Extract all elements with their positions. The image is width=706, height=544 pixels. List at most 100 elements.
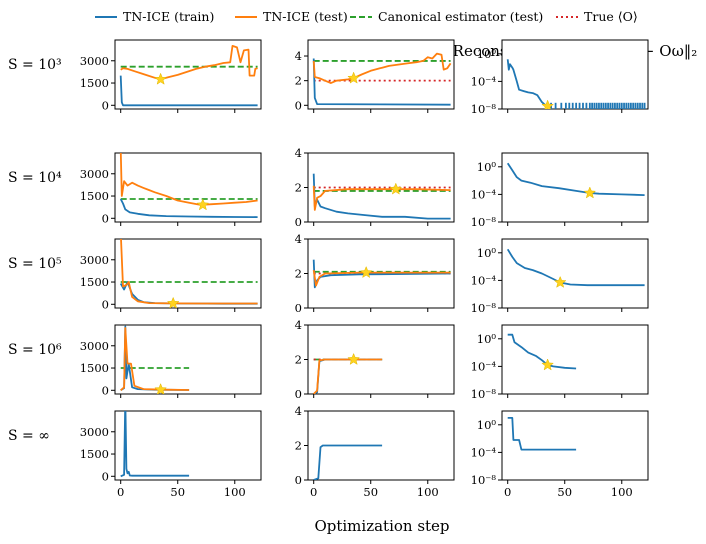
y-tick-label: 0 [102, 297, 109, 311]
y-tick-label: 10⁻⁸ [471, 301, 497, 315]
plot-area [506, 248, 645, 288]
panel-frame-error-2 [501, 238, 649, 309]
y-tick-label: 10⁻⁴ [471, 273, 497, 287]
best-step-star [541, 99, 554, 109]
best-step-star [541, 358, 554, 371]
panel-error-row-0: 10⁻⁸ 10⁻⁴ 10⁰ [471, 39, 649, 116]
y-tick-label: 0 [295, 98, 302, 112]
x-tick-label: 100 [417, 485, 439, 499]
row-label-4: S = ∞ [8, 428, 50, 444]
row-label-2: S = 10⁵ [8, 256, 62, 272]
plot-area [313, 352, 383, 394]
y-tick-label: 2 [295, 439, 302, 453]
legend-label-0: TN-ICE (train) [123, 9, 214, 24]
panel-mean-row-1: 0 2 4 [295, 146, 455, 229]
series-test-variance [120, 239, 258, 305]
y-tick-label: 10⁻⁸ [471, 473, 497, 487]
series-test-variance [119, 153, 258, 206]
legend-label-2: Canonical estimator (test) [378, 9, 543, 24]
x-tick-label: 0 [310, 485, 317, 499]
y-tick-label: 10⁰ [477, 332, 497, 346]
x-tick-label: 50 [170, 485, 185, 499]
series-train-error [506, 162, 645, 196]
panel-error-row-4: 10⁻⁸ 10⁻⁴ 10⁰ 0 50 100 [471, 410, 649, 499]
y-tick-label: 1500 [80, 447, 109, 461]
panel-variance-row-3: 0 1500 3000 [80, 324, 262, 398]
legend: TN-ICE (train) TN-ICE (test) Canonical est… [0, 6, 706, 28]
series-train-error [507, 417, 577, 451]
panel-frame-error-1 [501, 152, 649, 223]
series-test-variance [120, 45, 258, 81]
y-tick-label: 10⁰ [477, 47, 497, 61]
series-train-variance [119, 75, 258, 107]
panel-frame-variance-2 [114, 238, 262, 309]
y-tick-label: 4 [295, 146, 302, 160]
y-tick-label: 2 [295, 353, 302, 367]
y-tick-label: 0 [102, 469, 109, 483]
plot-area [506, 162, 645, 199]
panel-frame-error-4 [501, 410, 649, 481]
y-tick-label: 1500 [80, 76, 109, 90]
y-tick-label: 1500 [80, 189, 109, 203]
y-tick-label: 10⁻⁴ [471, 359, 497, 373]
panel-error-row-2: 10⁻⁸ 10⁻⁴ 10⁰ [471, 238, 649, 315]
y-tick-label: 10⁻⁴ [471, 74, 497, 88]
best-step-star [347, 71, 360, 84]
y-tick-label: 0 [295, 387, 302, 401]
series-test-mean [313, 358, 383, 394]
plot-area [312, 173, 451, 220]
plot-area [507, 333, 577, 371]
series-train-variance [119, 198, 258, 218]
plot-area [506, 59, 646, 109]
plot-area [312, 259, 451, 289]
plot-area [120, 325, 190, 394]
best-step-star [196, 198, 210, 211]
y-tick-label: 10⁰ [477, 246, 497, 260]
series-train-mean [312, 58, 451, 106]
best-step-star [154, 383, 167, 394]
y-tick-label: 3000 [80, 339, 109, 353]
y-tick-label: 10⁻⁸ [471, 215, 497, 229]
panel-error-row-1: 10⁻⁸ 10⁻⁴ 10⁰ [471, 152, 649, 229]
panel-frame-variance-4 [114, 410, 262, 481]
panel-mean-row-3: 0 2 4 [295, 318, 455, 401]
plot-area [119, 45, 258, 107]
y-tick-label: 2 [295, 267, 302, 281]
series-train-variance [120, 411, 190, 478]
panel-variance-row-4: 0 1500 3000 0 50 100 [80, 410, 262, 499]
y-tick-label: 3000 [80, 425, 109, 439]
x-tick-label: 50 [363, 485, 378, 499]
row-label-3: S = 10⁶ [8, 342, 62, 358]
panel-variance-row-1: 0 1500 3000 [80, 152, 262, 226]
plot-area [120, 411, 190, 478]
series-train-mean [313, 444, 383, 480]
best-step-star [553, 275, 567, 288]
legend-label-1: TN-ICE (test) [263, 9, 348, 24]
y-tick-label: 0 [295, 473, 302, 487]
panel-frame-error-3 [501, 324, 649, 395]
best-step-star [154, 72, 167, 85]
legend-svg: TN-ICE (train) TN-ICE (test) Canonical est… [95, 9, 638, 24]
y-tick-label: 0 [102, 383, 109, 397]
y-tick-label: 10⁻⁴ [471, 187, 497, 201]
y-tick-label: 4 [295, 49, 302, 63]
y-tick-label: 0 [102, 98, 109, 112]
y-tick-label: 3000 [80, 54, 109, 68]
series-test-mean [312, 52, 452, 84]
y-tick-label: 3000 [80, 253, 109, 267]
panel-mean-row-4: 0 2 4 0 50 100 [295, 404, 455, 499]
y-tick-label: 1500 [80, 361, 109, 375]
panel-frame-variance-1 [114, 152, 262, 223]
y-tick-label: 10⁰ [477, 160, 497, 174]
series-test-mean [312, 185, 451, 211]
y-tick-label: 4 [295, 318, 302, 332]
plot-area [507, 417, 577, 451]
best-step-star [359, 265, 373, 279]
row-label-1: S = 10⁴ [8, 170, 62, 186]
panel-frame-error-0 [501, 39, 649, 110]
legend-label-3: True ⟨O⟩ [584, 9, 638, 24]
x-tick-label: 100 [611, 485, 633, 499]
x-tick-label: 0 [504, 485, 511, 499]
series-train-error [506, 248, 645, 287]
